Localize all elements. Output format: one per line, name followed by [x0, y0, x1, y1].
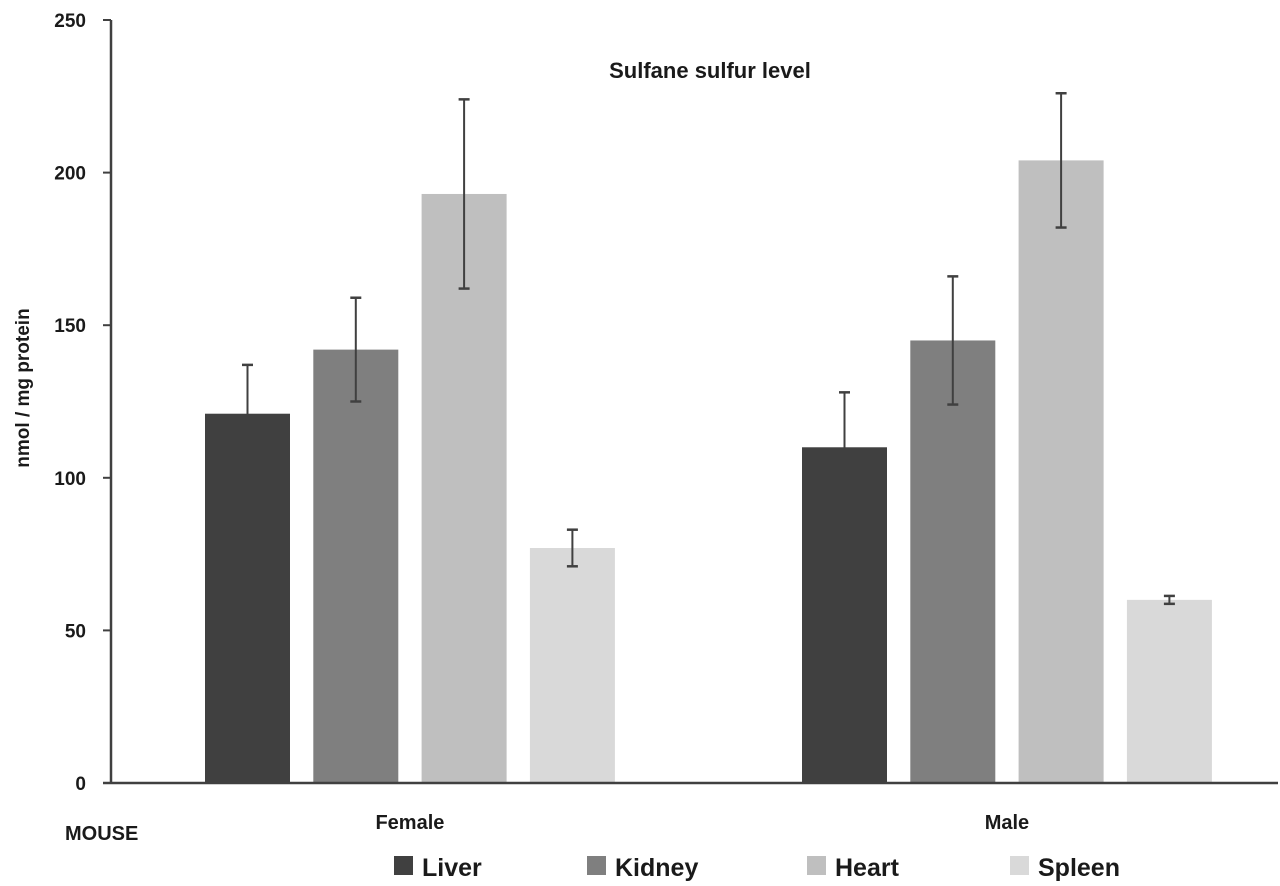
legend-item-kidney: Kidney	[587, 854, 698, 882]
error-bars-group	[242, 91, 1175, 606]
axes-group	[103, 20, 1278, 785]
category-label-female: Female	[375, 812, 444, 834]
bars-group	[205, 160, 1212, 784]
legend-swatch	[1010, 856, 1029, 875]
bar-female-spleen	[529, 547, 615, 783]
legend-label: Kidney	[615, 854, 698, 882]
category-labels: Female Male	[375, 812, 1029, 834]
error-bar-female-heart	[458, 98, 470, 290]
y-tick-label: 50	[65, 621, 86, 642]
y-tick-label: 100	[54, 469, 86, 490]
category-label-male: Male	[985, 812, 1029, 834]
bar-female-heart	[421, 193, 507, 784]
legend-item-spleen: Spleen	[1010, 854, 1120, 882]
y-tick-label: 200	[54, 164, 86, 185]
legend-swatch	[807, 856, 826, 875]
legend-swatch	[394, 856, 413, 875]
y-tick-label: 250	[54, 11, 86, 32]
bar-female-liver	[205, 413, 290, 783]
legend-label: Liver	[422, 854, 482, 882]
x-axis-label: MOUSE	[65, 823, 138, 845]
legend: Liver Kidney Heart Spleen	[394, 854, 1120, 882]
error-bar-male-kidney	[947, 275, 959, 406]
y-tick-label: 0	[75, 774, 86, 795]
error-bar-male-liver	[839, 391, 850, 504]
error-bar-male-spleen	[1163, 594, 1175, 606]
legend-swatch	[587, 856, 606, 875]
legend-label: Heart	[835, 854, 900, 882]
legend-label: Spleen	[1038, 854, 1120, 882]
bar-male-kidney	[910, 340, 996, 783]
legend-item-heart: Heart	[807, 854, 900, 882]
bar-male-heart	[1018, 160, 1104, 784]
legend-item-liver: Liver	[394, 854, 482, 882]
y-tick-label: 150	[54, 316, 86, 337]
bar-female-kidney	[313, 349, 399, 783]
error-bar-female-spleen	[566, 528, 578, 568]
error-bar-female-kidney	[350, 296, 362, 403]
bar-male-spleen	[1126, 599, 1212, 783]
y-axis-ticks: 0 50 100 150 200 250	[54, 11, 111, 795]
error-bar-male-heart	[1055, 91, 1067, 229]
y-axis-label: nmol / mg protein	[13, 308, 34, 467]
chart-title: Sulfane sulfur level	[609, 58, 811, 83]
error-bar-female-liver	[242, 363, 253, 464]
